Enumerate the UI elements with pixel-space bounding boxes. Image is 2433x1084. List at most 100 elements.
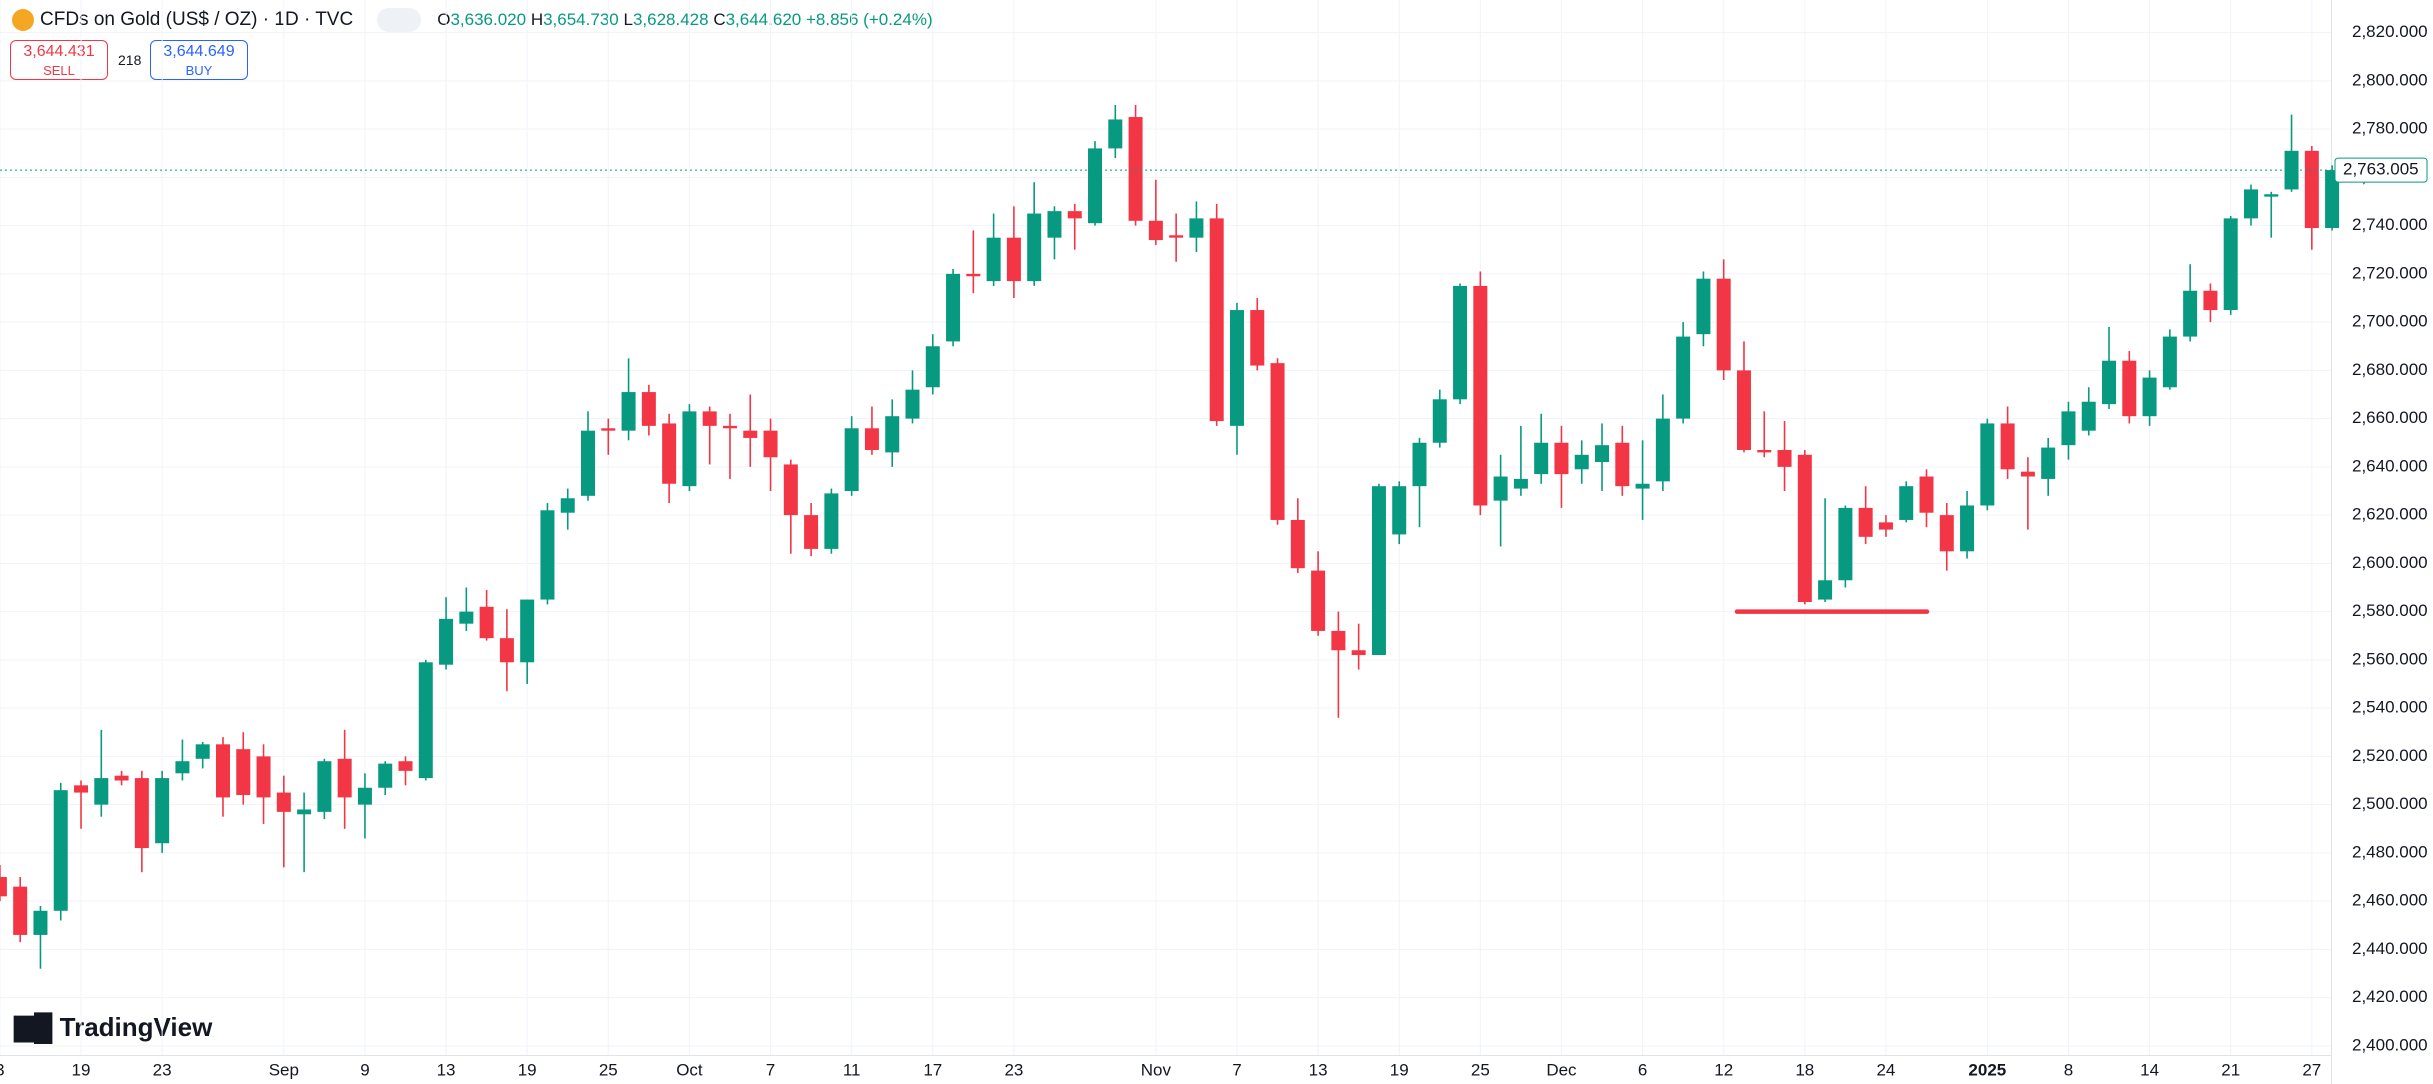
symbol-title[interactable]: CFDs on Gold (US$ / OZ) · 1D · TVC xyxy=(40,9,354,30)
candle-body xyxy=(520,599,535,663)
y-tick-label: 2,440.000 xyxy=(2352,939,2428,958)
candle-body xyxy=(1412,442,1427,487)
candle-body xyxy=(33,910,48,935)
candle-body xyxy=(743,430,758,438)
candle-body xyxy=(905,389,920,419)
candle-body xyxy=(2102,360,2117,405)
y-tick-label: 2,540.000 xyxy=(2352,698,2428,717)
y-tick-label: 2,680.000 xyxy=(2352,360,2428,379)
candle-body xyxy=(2041,447,2056,479)
candle-body xyxy=(175,761,190,774)
candle-body xyxy=(844,428,859,491)
buy-button[interactable]: 3,644.649 BUY xyxy=(150,40,248,80)
candle-body xyxy=(885,416,900,453)
candle-body xyxy=(1392,486,1407,535)
candle-body xyxy=(459,611,474,624)
candle-body xyxy=(13,886,28,935)
status-pill[interactable] xyxy=(377,8,422,32)
candle-body xyxy=(1493,476,1508,501)
candle-body xyxy=(1595,445,1610,463)
candle-body xyxy=(2122,360,2137,417)
ohlc-value: 3,644.620 xyxy=(725,10,802,29)
candle-body xyxy=(1473,285,1488,506)
ohlc-value: 3,636.020 xyxy=(450,10,527,29)
candle-body xyxy=(621,392,636,431)
x-tick-label: 11 xyxy=(843,1060,861,1079)
y-tick-label: 2,780.000 xyxy=(2352,119,2428,138)
ohlc-change: +8.856 (+0.24%) xyxy=(805,10,933,29)
y-tick-label: 2,640.000 xyxy=(2352,456,2428,475)
y-tick-label: 2,460.000 xyxy=(2352,891,2428,910)
candle-body xyxy=(1878,522,1893,530)
y-tick-label: 2,600.000 xyxy=(2352,553,2428,572)
candle-body xyxy=(1574,454,1589,470)
x-tick-label: 23 xyxy=(153,1060,172,1079)
candle-body xyxy=(1534,442,1549,475)
candle-body xyxy=(317,761,332,812)
candle-body xyxy=(702,411,717,426)
candle-body xyxy=(1554,442,1569,475)
candle-body xyxy=(378,763,393,788)
brand-name: TradingView xyxy=(59,1012,213,1042)
x-tick-label: Dec xyxy=(1546,1060,1577,1079)
y-tick-label: 2,740.000 xyxy=(2352,215,2428,234)
candle-body xyxy=(864,428,879,450)
x-tick-label: 19 xyxy=(1390,1060,1409,1079)
candle-body xyxy=(540,510,555,600)
candle-body xyxy=(662,423,677,484)
candle-body xyxy=(1736,370,1751,450)
x-tick-label: 2025 xyxy=(1968,1060,2006,1079)
candle-body xyxy=(986,237,1001,282)
candle-body xyxy=(1128,117,1143,221)
candle-body xyxy=(155,778,170,844)
x-tick-label: 9 xyxy=(360,1060,369,1079)
x-tick-label: 21 xyxy=(2221,1060,2240,1079)
ohlc-key: C xyxy=(713,10,726,29)
candle-body xyxy=(0,877,7,897)
candle-body xyxy=(74,785,89,793)
x-tick-label: 3 xyxy=(0,1060,5,1079)
candle-body xyxy=(2243,189,2258,219)
sell-price: 3,644.431 xyxy=(23,43,95,60)
candle-body xyxy=(1047,211,1062,238)
candle-body xyxy=(1189,218,1204,238)
x-tick-label: 24 xyxy=(1876,1060,1895,1079)
symbol-icon xyxy=(12,9,34,31)
candle-body xyxy=(2223,218,2238,311)
candle-body xyxy=(53,790,68,911)
candle-body xyxy=(1797,454,1812,602)
y-tick-label: 2,620.000 xyxy=(2352,505,2428,524)
candle-body xyxy=(1250,310,1265,366)
x-tick-label: 25 xyxy=(1471,1060,1490,1079)
candle-body xyxy=(276,792,291,812)
candle-body xyxy=(418,662,433,779)
candle-body xyxy=(2264,194,2279,197)
candle-body xyxy=(499,638,514,663)
candle-body xyxy=(2304,150,2319,229)
y-tick-label: 2,720.000 xyxy=(2352,263,2428,282)
candle-body xyxy=(2081,401,2096,431)
buy-price: 3,644.649 xyxy=(163,43,235,60)
x-tick-label: 19 xyxy=(518,1060,537,1079)
candle-body xyxy=(236,749,251,795)
candle-body xyxy=(966,273,981,277)
candle-body xyxy=(1716,278,1731,371)
candle-body xyxy=(1351,650,1366,656)
candle-body xyxy=(1899,486,1914,520)
y-tick-label: 2,560.000 xyxy=(2352,649,2428,668)
y-tick-label: 2,480.000 xyxy=(2352,842,2428,861)
candle-body xyxy=(1108,119,1123,149)
sell-button[interactable]: 3,644.431 SELL xyxy=(10,40,108,80)
candle-body xyxy=(1513,478,1528,489)
candle-body xyxy=(439,618,454,665)
x-tick-label: 27 xyxy=(2302,1060,2321,1079)
candle-body xyxy=(1838,507,1853,581)
candle-body xyxy=(824,493,839,549)
y-tick-label: 2,580.000 xyxy=(2352,601,2428,620)
candle-body xyxy=(804,515,819,549)
candle-body xyxy=(1655,418,1670,482)
candle-body xyxy=(1027,213,1042,282)
buy-label: BUY xyxy=(185,63,213,78)
candle-body xyxy=(1311,570,1326,631)
